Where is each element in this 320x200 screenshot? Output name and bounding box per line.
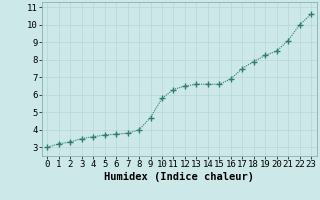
X-axis label: Humidex (Indice chaleur): Humidex (Indice chaleur) — [104, 172, 254, 182]
